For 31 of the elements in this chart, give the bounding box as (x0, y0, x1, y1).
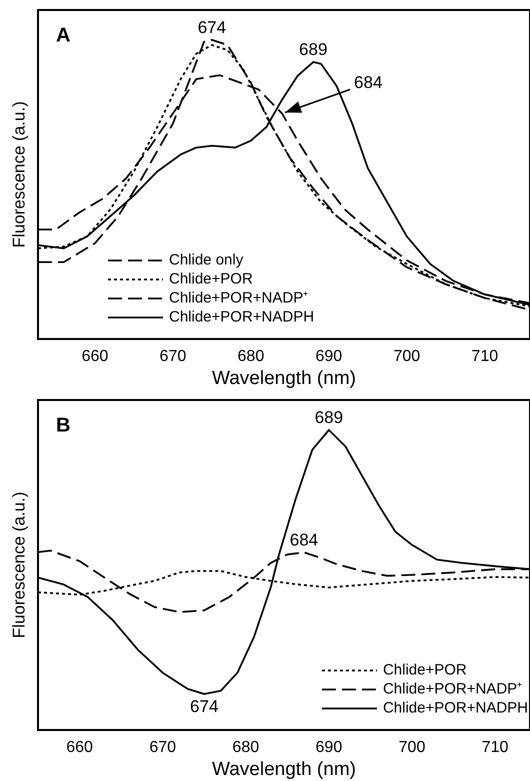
x-tick-label: 670 (160, 348, 186, 366)
x-tick-label: 690 (316, 739, 342, 756)
annotation: 674 (198, 18, 226, 38)
legend-label: Chlide+POR+NADPH (382, 700, 528, 717)
x-tick-label: 690 (315, 348, 342, 366)
chart-title: B (56, 414, 70, 437)
legend-label: Chlide+POR+NADPH (169, 308, 314, 326)
y-axis-title: Fluorescence (a.u.) (10, 492, 29, 638)
x-tick-label: 710 (482, 739, 509, 756)
legend-label: Chlide+POR+NADP⁺ (382, 680, 522, 698)
legend-label: Chlide only (169, 252, 244, 269)
annotation: 689 (314, 408, 344, 428)
annotation: 689 (299, 40, 328, 60)
x-axis-title: Wavelength (nm) (212, 368, 356, 389)
annotation: 684 (290, 530, 318, 550)
legend-label: Chlide+POR (169, 270, 253, 288)
annotation: 674 (190, 697, 218, 716)
chart-title: A (56, 24, 70, 47)
annotation: 684 (354, 73, 382, 92)
x-tick-label: 710 (471, 348, 498, 366)
x-tick-label: 680 (232, 739, 260, 756)
x-tick-label: 660 (82, 348, 108, 366)
x-tick-label: 680 (238, 348, 264, 366)
x-tick-label: 670 (149, 739, 176, 756)
legend-label: Chlide+POR+NADP⁺ (169, 290, 308, 307)
y-axis-title: Fluorescence (a.u.) (10, 101, 29, 248)
x-tick-label: 660 (66, 739, 93, 756)
legend-label: Chlide+POR (382, 662, 467, 679)
x-axis-title: Wavelength (nm) (212, 758, 356, 780)
x-tick-label: 700 (398, 739, 426, 756)
x-tick-label: 700 (393, 348, 420, 366)
